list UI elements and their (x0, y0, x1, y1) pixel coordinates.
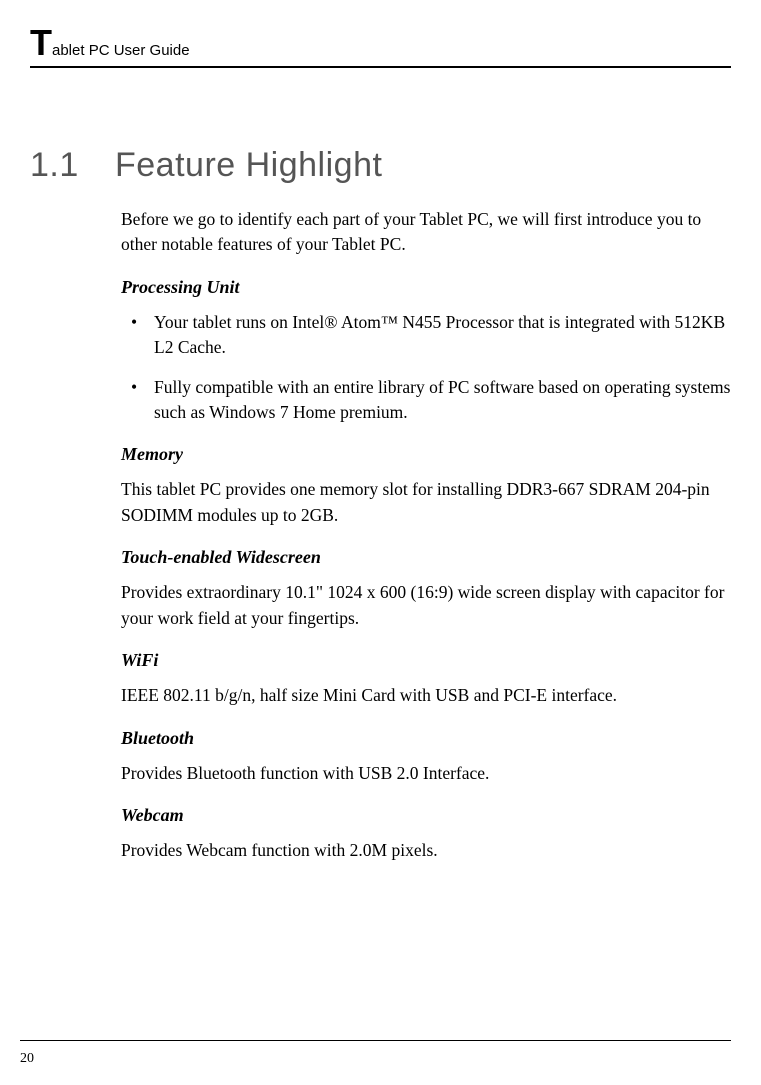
page-footer: 20 (20, 1040, 731, 1067)
wifi-body: IEEE 802.11 b/g/n, half size Mini Card w… (121, 683, 731, 708)
subheading-processing: Processing Unit (121, 274, 731, 300)
section-title: Feature Highlight (115, 146, 382, 184)
processing-bullets: Your tablet runs on Intel® Atom™ N455 Pr… (121, 310, 731, 426)
page-header: Tablet PC User Guide (30, 22, 731, 68)
footer-line: 20 (20, 1040, 731, 1067)
intro-paragraph: Before we go to identify each part of yo… (121, 207, 731, 258)
bluetooth-body: Provides Bluetooth function with USB 2.0… (121, 761, 731, 786)
header-title: Tablet PC User Guide (30, 22, 731, 64)
subheading-memory: Memory (121, 441, 731, 467)
main-content: Before we go to identify each part of yo… (121, 207, 731, 863)
page-number: 20 (20, 1051, 34, 1066)
header-rest: ablet PC User Guide (52, 42, 190, 59)
memory-body: This tablet PC provides one memory slot … (121, 477, 731, 528)
subheading-webcam: Webcam (121, 802, 731, 828)
subheading-widescreen: Touch-enabled Widescreen (121, 544, 731, 570)
subheading-wifi: WiFi (121, 647, 731, 673)
header-dropcap: T (30, 22, 52, 63)
section-number: 1.1 (30, 146, 115, 185)
subheading-bluetooth: Bluetooth (121, 725, 731, 751)
webcam-body: Provides Webcam function with 2.0M pixel… (121, 838, 731, 863)
widescreen-body: Provides extraordinary 10.1" 1024 x 600 … (121, 580, 731, 631)
section-heading: 1.1Feature Highlight (30, 146, 731, 185)
list-item: Your tablet runs on Intel® Atom™ N455 Pr… (121, 310, 731, 361)
list-item: Fully compatible with an entire library … (121, 375, 731, 426)
